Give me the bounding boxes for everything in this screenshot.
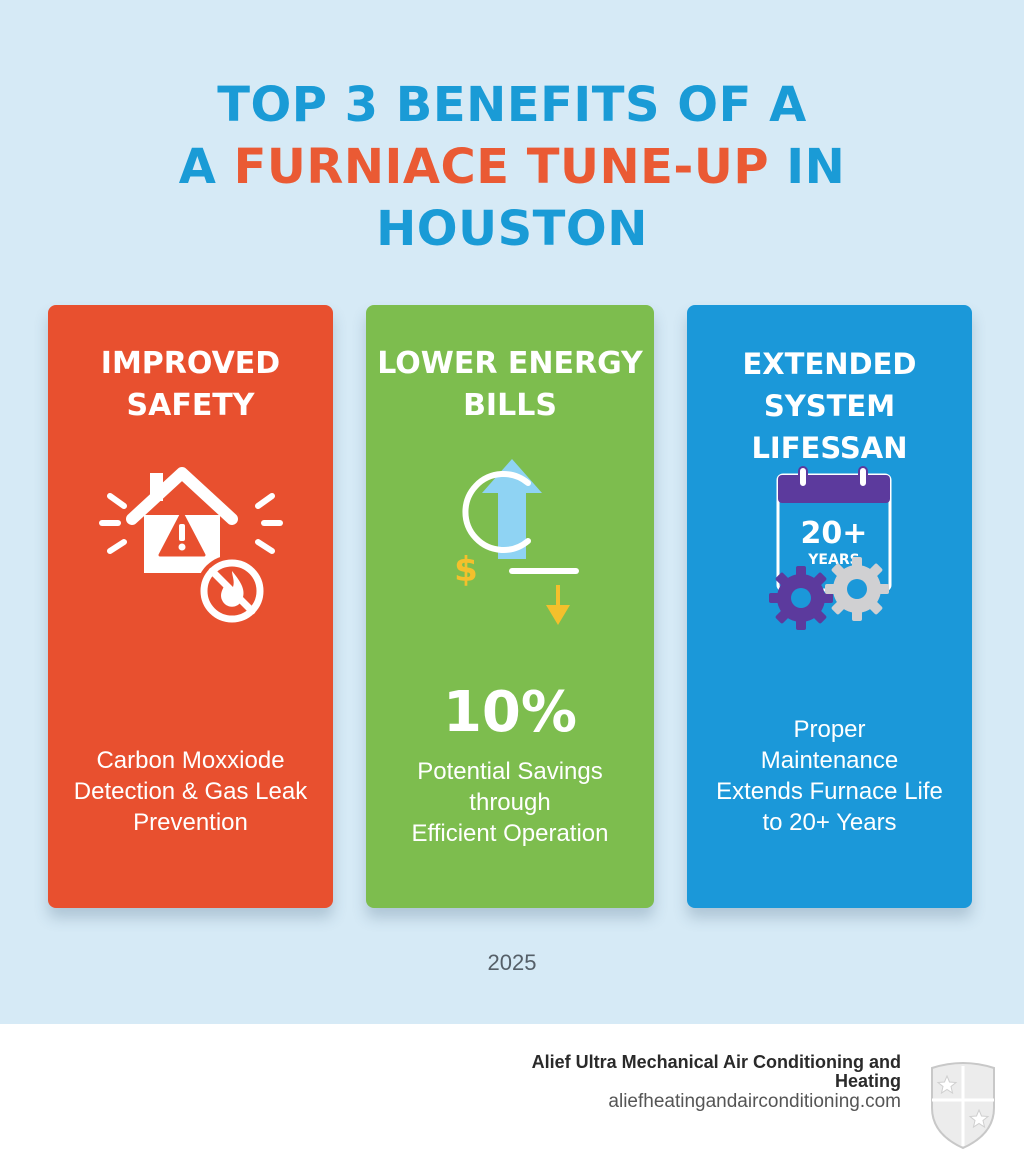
savings-stat: 10% bbox=[442, 680, 578, 745]
card-title: LOWER ENERGY BILLS bbox=[377, 346, 643, 423]
benefit-card-energy: LOWER ENERGY BILLS $ 10% Potential Savin… bbox=[366, 305, 654, 908]
house-warning-no-fire-icon bbox=[99, 467, 283, 627]
footer: Alief Ultra Mechanical Air Conditioning … bbox=[0, 1024, 1024, 1154]
year-label: 2025 bbox=[487, 950, 537, 975]
card-description: Proper Maintenance Extends Furnace Life … bbox=[716, 716, 943, 836]
page-title: TOP 3 BENEFITS OF A A FURNIACE TUNE-UP I… bbox=[0, 74, 1024, 260]
title-line-2-suffix: IN bbox=[769, 139, 846, 195]
card-title: IMPROVED SAFETY bbox=[100, 346, 281, 423]
title-line-1: TOP 3 BENEFITS OF A bbox=[217, 77, 807, 133]
card-title: EXTENDED SYSTEM LIFESSAN bbox=[742, 347, 917, 465]
card-description: Potential Savings through Efficient Oper… bbox=[411, 758, 609, 847]
calendar-gears-icon: 20+ YEARS bbox=[769, 466, 892, 630]
card-description: Carbon Moxxiode Detection & Gas Leak Pre… bbox=[73, 747, 308, 836]
title-line-2-prefix: A bbox=[178, 139, 234, 195]
title-highlight: FURNIACE TUNE-UP bbox=[233, 139, 769, 195]
savings-arrows-icon: $ bbox=[454, 459, 579, 625]
calendar-years-number: 20+ bbox=[801, 516, 868, 551]
title-line-3: HOUSTON bbox=[376, 201, 648, 257]
website-link[interactable]: aliefheatingandairconditioning.com bbox=[608, 1091, 901, 1112]
benefit-card-lifespan: EXTENDED SYSTEM LIFESSAN 20+ YEARS bbox=[687, 305, 972, 908]
shield-logo-icon bbox=[931, 1062, 995, 1150]
company-name: Alief Ultra Mechanical Air Conditioning … bbox=[531, 1052, 901, 1091]
svg-text:$: $ bbox=[454, 550, 478, 590]
calendar-years-label: YEARS bbox=[807, 552, 859, 568]
benefit-card-safety: IMPROVED SAFETY Carbon Moxxiode Detectio… bbox=[48, 305, 333, 908]
title-line-2: A FURNIACE TUNE-UP IN bbox=[0, 136, 1024, 198]
